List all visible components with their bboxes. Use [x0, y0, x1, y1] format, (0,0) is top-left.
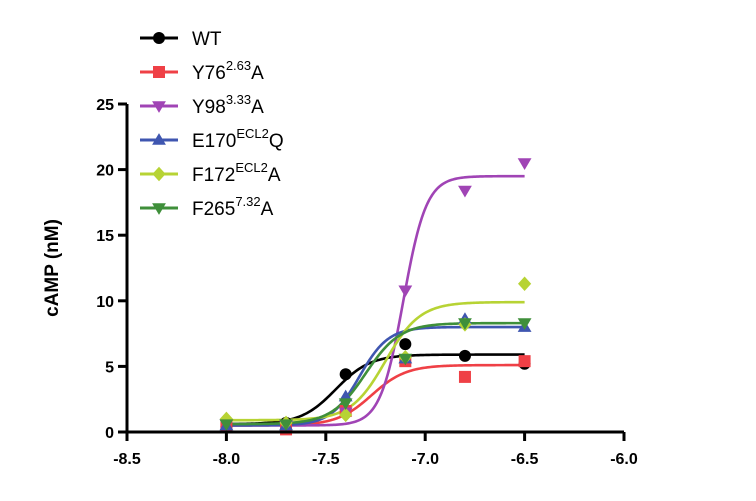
- legend-marker: [153, 66, 165, 78]
- fit-curve-4: [226, 325, 525, 427]
- data-point-5: [339, 407, 353, 423]
- data-point-3: [458, 185, 472, 198]
- legend-label: E170ECL2Q: [192, 126, 284, 152]
- y-ticks: 0 5 10 15 20 25: [96, 97, 127, 442]
- y-axis-label: cAMP (nM): [42, 219, 63, 317]
- fit-curve-2: [226, 363, 525, 427]
- data-point-6: [517, 318, 532, 331]
- legend-label: Y762.63A: [192, 58, 264, 84]
- data-point-6: [398, 353, 413, 366]
- x-tick-label: -7.0: [411, 451, 439, 468]
- data-point-2: [458, 370, 471, 383]
- data-point-1: [339, 368, 352, 381]
- x-tick-label: -8.0: [213, 451, 241, 468]
- legend-marker: [152, 133, 166, 145]
- x-tick-label: -8.5: [113, 451, 141, 468]
- legend-label: F172ECL2A: [192, 160, 281, 186]
- data-point-1: [458, 349, 471, 362]
- legend-label: Y983.33A: [192, 92, 264, 118]
- data-point-6: [219, 419, 234, 432]
- fit-curve-6: [226, 321, 525, 426]
- legend-marker: [152, 203, 166, 215]
- y-tick-label: 25: [96, 97, 114, 114]
- data-point-6: [458, 318, 472, 331]
- y-tick-label: 0: [105, 425, 114, 442]
- legend: WT Y762.63A Y983.33A E170ECL2Q F172ECL2A F265…: [140, 29, 284, 220]
- data-point-3: [398, 285, 413, 298]
- fit-curve-5: [226, 300, 525, 422]
- data-point-6: [338, 398, 353, 411]
- data-point-1: [399, 338, 412, 351]
- x-tick-label: -6.0: [610, 451, 638, 468]
- data-point-6: [279, 419, 293, 432]
- legend-marker: [153, 32, 165, 44]
- data-points: [219, 158, 532, 436]
- legend-marker: [152, 166, 166, 182]
- x-tick-label: -6.5: [511, 451, 539, 468]
- x-tick-label: -7.5: [312, 451, 340, 468]
- y-tick-label: 5: [105, 359, 114, 376]
- x-ticks: -8.5 -8.0 -7.5 -7.0 -6.5 -6.0: [113, 432, 638, 468]
- y-tick-label: 15: [96, 228, 114, 245]
- legend-label: F2657.32A: [192, 194, 274, 220]
- fit-curves: [226, 174, 525, 427]
- axes: [125, 104, 624, 434]
- y-tick-label: 20: [96, 163, 114, 180]
- legend-label: WT: [192, 29, 222, 50]
- legend-marker: [152, 101, 166, 113]
- y-tick-label: 10: [96, 294, 114, 311]
- data-point-2: [518, 355, 531, 368]
- data-point-5: [518, 276, 532, 291]
- data-point-3: [517, 158, 532, 170]
